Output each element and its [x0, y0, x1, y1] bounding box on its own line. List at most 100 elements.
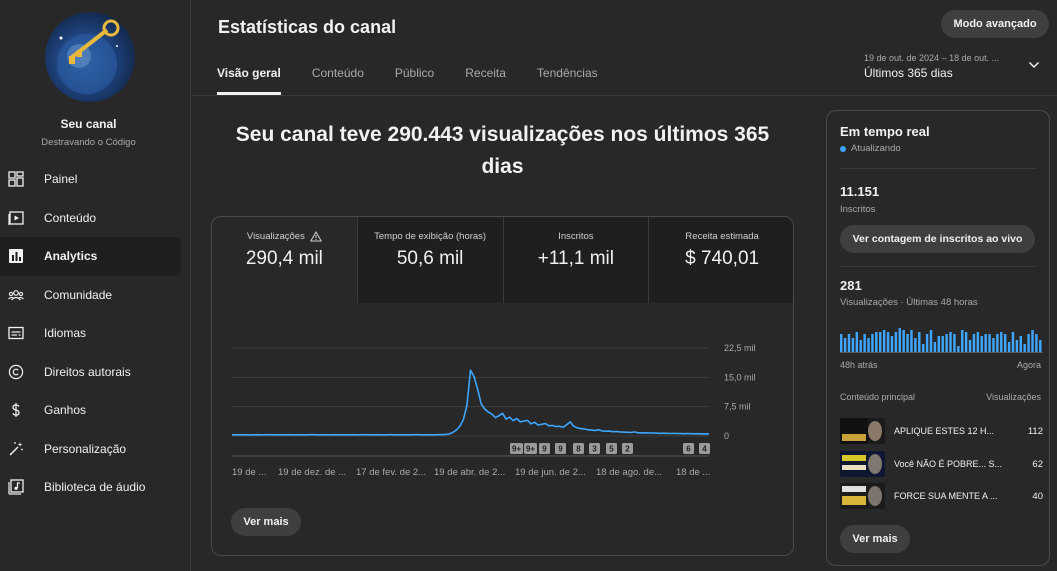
views-series-line: [231, 369, 710, 436]
spark-start-label: 48h atrás: [840, 360, 878, 370]
video-views: 62: [1032, 458, 1043, 470]
tab-publico[interactable]: Público: [394, 66, 435, 80]
spark-bar: [851, 338, 855, 352]
chevron-down-icon[interactable]: [1027, 58, 1041, 72]
realtime-title: Em tempo real: [840, 124, 930, 139]
realtime-views-bar-chart[interactable]: [840, 324, 1043, 356]
spark-bar: [886, 332, 890, 352]
metric-views[interactable]: Visualizações 290,4 mil: [212, 217, 358, 303]
sidebar-item-label: Personalização: [44, 441, 127, 456]
sidebar-item-direitos-autorais[interactable]: Direitos autorais: [0, 353, 181, 392]
tab-visao-geral[interactable]: Visão geral: [217, 66, 281, 95]
realtime-views-value: 281: [840, 278, 862, 293]
spark-bar: [1035, 334, 1038, 352]
video-marker[interactable]: [524, 443, 537, 454]
video-marker-label: 4: [702, 445, 707, 454]
audio-library-icon: [7, 479, 24, 496]
sidebar-item-comunidade[interactable]: Comunidade: [0, 276, 181, 315]
spark-bar: [1019, 336, 1022, 352]
spark-bar: [898, 328, 901, 352]
video-marker[interactable]: [699, 443, 710, 454]
date-range-label[interactable]: Últimos 365 dias: [864, 66, 953, 80]
realtime-views-label: Visualizações · Últimas 48 horas: [840, 297, 978, 308]
top-content-row[interactable]: Você NÃO É POBRE... S... 62: [840, 451, 1043, 477]
spark-bar: [847, 334, 851, 352]
top-content-row[interactable]: APLIQUE ESTES 12 H... 112: [840, 418, 1043, 444]
tab-conteudo[interactable]: Conteúdo: [311, 66, 364, 80]
video-title: FORCE SUA MENTE A ...: [894, 491, 998, 501]
avatar[interactable]: [45, 12, 135, 102]
views-line-chart[interactable]: 22,5 mil 15,0 mil 7,5 mil 0 19 de ... 19 de d…: [212, 217, 794, 497]
spark-bar: [953, 334, 956, 352]
spark-bar: [976, 332, 980, 352]
video-marker[interactable]: [622, 443, 633, 454]
analytics-icon: [7, 248, 24, 265]
video-marker[interactable]: [539, 443, 550, 454]
sidebar-item-biblioteca-de-audio[interactable]: Biblioteca de áudio: [0, 468, 181, 507]
warning-icon: [309, 231, 322, 242]
video-marker-label: 8: [576, 445, 581, 454]
spark-bar: [949, 332, 952, 352]
spark-bar: [1003, 334, 1007, 352]
video-marker[interactable]: [683, 443, 694, 454]
spark-bar: [929, 330, 933, 352]
metric-value: 290,4 mil: [245, 248, 323, 269]
video-marker[interactable]: [510, 443, 523, 454]
sidebar-item-personalizacao[interactable]: Personalização: [0, 430, 181, 469]
live-subscriber-count-button[interactable]: Ver contagem de inscritos ao vivo: [840, 225, 1035, 253]
sidebar-item-ganhos[interactable]: Ganhos: [0, 391, 181, 430]
spark-bar: [961, 330, 964, 352]
video-thumbnail: [840, 418, 885, 444]
realtime-card: Em tempo real Atualizando 11.151 Inscrit…: [826, 110, 1050, 566]
spark-bar: [1039, 340, 1042, 352]
tab-tendencias[interactable]: Tendências: [536, 66, 598, 80]
spark-bar: [1027, 334, 1030, 352]
metric-watch-time[interactable]: Tempo de exibição (horas) 50,6 mil: [357, 217, 504, 303]
video-title: APLIQUE ESTES 12 H...: [894, 426, 995, 436]
video-marker-label: 9: [542, 445, 547, 454]
spark-bar: [1023, 344, 1026, 352]
x-tick-label: 19 de abr. de 2...: [434, 467, 505, 478]
spark-bar: [988, 334, 991, 352]
spark-bar: [1011, 332, 1015, 352]
channel-subtitle: Destravando o Código: [41, 137, 136, 148]
top-content-row[interactable]: FORCE SUA MENTE A ... 40: [840, 483, 1043, 509]
spark-bar: [855, 332, 859, 352]
date-range-text[interactable]: 19 de out. de 2024 – 18 de out. ...: [864, 53, 1000, 63]
advanced-mode-button[interactable]: Modo avançado: [941, 10, 1049, 38]
spark-bar: [867, 338, 870, 352]
top-views-header: Visualizações: [986, 392, 1041, 402]
video-marker[interactable]: [573, 443, 584, 454]
spark-bar: [882, 330, 886, 352]
sidebar-item-analytics[interactable]: Analytics: [0, 237, 181, 276]
video-thumbnail: [840, 451, 885, 477]
community-icon: [7, 286, 24, 303]
metric-revenue[interactable]: Receita estimada $ 740,01: [649, 217, 793, 303]
header-divider: [192, 95, 1057, 96]
tab-receita[interactable]: Receita: [465, 66, 506, 80]
sidebar-item-idiomas[interactable]: Idiomas: [0, 314, 181, 353]
spark-bar: [992, 338, 995, 352]
spark-bar: [1007, 342, 1011, 352]
video-marker[interactable]: [589, 443, 600, 454]
metric-subscribers[interactable]: Inscritos +11,1 mil: [503, 217, 650, 303]
spark-bar: [902, 330, 905, 352]
sidebar-item-label: Idiomas: [44, 326, 87, 341]
sidebar-item-painel[interactable]: Painel: [0, 160, 181, 199]
spark-bar: [859, 340, 862, 352]
sidebar-item-conteudo[interactable]: Conteúdo: [0, 199, 181, 238]
metric-label: Inscritos: [558, 231, 594, 242]
spark-end-label: Agora: [1016, 360, 1041, 370]
x-tick-label: 18 de ago. de...: [596, 467, 662, 478]
metric-label: Receita estimada: [685, 231, 759, 242]
video-marker[interactable]: [555, 443, 566, 454]
spark-bar: [906, 334, 909, 352]
spark-bar: [918, 332, 921, 352]
video-marker[interactable]: [606, 443, 617, 454]
realtime-see-more-button[interactable]: Ver mais: [840, 525, 910, 553]
metric-label: Visualizações: [246, 231, 305, 242]
subtitles-icon: [7, 325, 24, 342]
see-more-button[interactable]: Ver mais: [231, 508, 301, 536]
spark-bar: [1031, 330, 1034, 352]
video-marker-label: 6: [686, 445, 691, 454]
